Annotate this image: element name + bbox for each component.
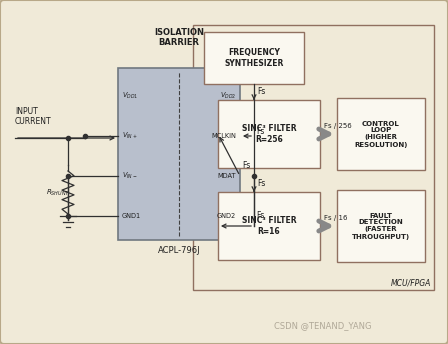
Text: ISOLATION
BARRIER: ISOLATION BARRIER (154, 28, 204, 47)
Text: $V_{DD1}$: $V_{DD1}$ (122, 91, 138, 101)
Text: CSDN @TENAND_YANG: CSDN @TENAND_YANG (274, 322, 371, 331)
Text: MCLKIN: MCLKIN (211, 133, 236, 139)
Text: Fs: Fs (242, 161, 250, 170)
Text: $V_{IN-}$: $V_{IN-}$ (122, 171, 138, 181)
Bar (218, 100, 320, 168)
Bar (204, 32, 304, 84)
Text: Fs: Fs (256, 127, 264, 136)
Text: $V_{IN+}$: $V_{IN+}$ (122, 131, 138, 141)
Bar (118, 68, 240, 240)
Text: CONTROL
LOOP
(HIGHER
RESOLUTION): CONTROL LOOP (HIGHER RESOLUTION) (354, 120, 408, 148)
Text: $V_{DD2}$: $V_{DD2}$ (220, 91, 236, 101)
Bar (337, 98, 425, 170)
Text: ACPL-796J: ACPL-796J (158, 246, 200, 255)
Text: SINC³ FILTER
R=256: SINC³ FILTER R=256 (241, 124, 296, 144)
Bar (337, 190, 425, 262)
Text: Fs / 256: Fs / 256 (324, 123, 352, 129)
Bar (193, 25, 434, 290)
Text: $R_{SHUNT}$: $R_{SHUNT}$ (46, 187, 70, 197)
Text: Fs / 16: Fs / 16 (324, 215, 348, 221)
Text: Fs: Fs (256, 211, 264, 220)
Text: GND1: GND1 (122, 213, 141, 219)
Text: INPUT
CURRENT: INPUT CURRENT (15, 107, 52, 126)
Text: MCU/FPGA: MCU/FPGA (391, 278, 431, 287)
Text: FREQUENCY
SYNTHESIZER: FREQUENCY SYNTHESIZER (224, 48, 284, 68)
Text: FAULT
DETECTION
(FASTER
THROUGHPUT): FAULT DETECTION (FASTER THROUGHPUT) (352, 213, 410, 239)
Bar (218, 192, 320, 260)
Text: Fs: Fs (257, 87, 265, 97)
Text: GND2: GND2 (217, 213, 236, 219)
Text: SINC³ FILTER
R=16: SINC³ FILTER R=16 (241, 216, 296, 236)
Text: MDAT: MDAT (217, 173, 236, 179)
Text: Fs: Fs (257, 180, 265, 189)
